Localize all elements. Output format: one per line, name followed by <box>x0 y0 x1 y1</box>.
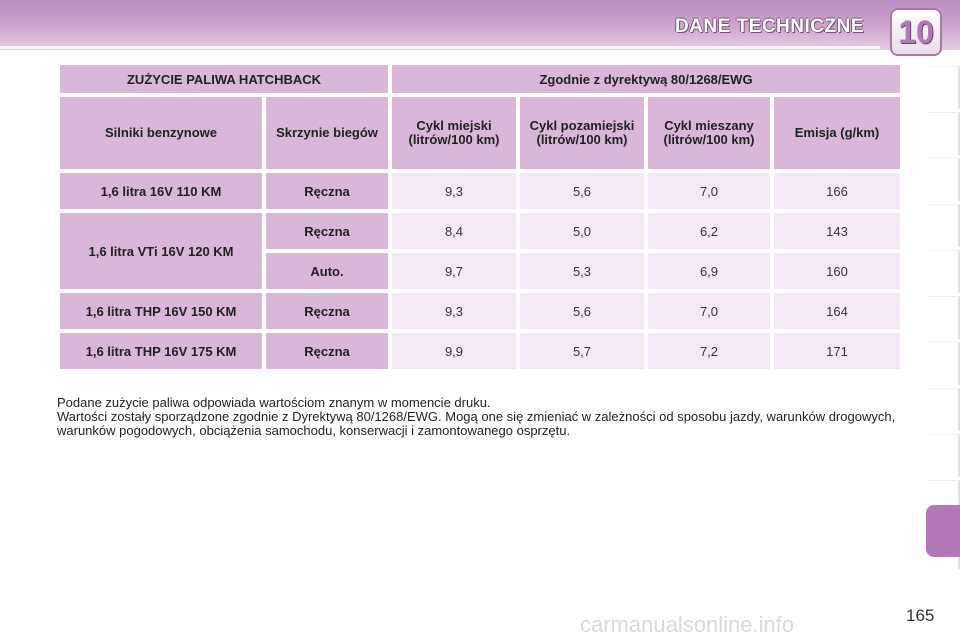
table-title-row: ZUŻYCIE PALIWA HATCHBACK Zgodnie z dyrek… <box>60 65 901 93</box>
note-line: Podane zużycie paliwa odpowiada wartości… <box>57 395 491 410</box>
page-number: 165 <box>906 606 935 625</box>
chapter-tab[interactable] <box>928 480 960 523</box>
column-header-gearbox: Skrzynie biegów <box>266 97 388 169</box>
combined-cell: 6,9 <box>648 253 770 289</box>
column-header-emission: Emisja (g/km) <box>774 97 901 169</box>
gearbox-cell: Auto. <box>266 253 388 289</box>
table-row: 1,6 litra THP 16V 175 KM Ręczna 9,9 5,7 … <box>60 333 901 369</box>
section-title: DANE TECHNICZNE <box>674 16 864 37</box>
watermark: carmanualsonline.info <box>580 612 795 637</box>
gearbox-cell: Ręczna <box>266 173 388 209</box>
urban-cell: 9,3 <box>392 173 516 209</box>
emission-cell: 160 <box>774 253 901 289</box>
chapter-tab[interactable] <box>928 204 960 247</box>
active-chapter-tab[interactable] <box>926 505 960 557</box>
engine-cell: 1,6 litra 16V 110 KM <box>60 173 262 209</box>
extra-urban-cell: 5,6 <box>520 173 644 209</box>
gearbox-cell: Ręczna <box>266 213 388 249</box>
combined-cell: 7,0 <box>648 173 770 209</box>
column-header-combined: Cykl mieszany (litrów/100 km) <box>648 97 770 169</box>
extra-urban-cell: 5,3 <box>520 253 644 289</box>
extra-urban-cell: 5,7 <box>520 333 644 369</box>
table-row: 1,6 litra THP 16V 150 KM Ręczna 9,3 5,6 … <box>60 293 901 329</box>
emission-cell: 171 <box>774 333 901 369</box>
combined-cell: 7,2 <box>648 333 770 369</box>
combined-cell: 6,2 <box>648 213 770 249</box>
header-divider <box>0 46 880 49</box>
engine-cell: 1,6 litra THP 16V 175 KM <box>60 333 262 369</box>
footnotes: Podane zużycie paliwa odpowiada wartości… <box>57 396 907 438</box>
chapter-tab[interactable] <box>928 66 960 109</box>
chapter-tab[interactable] <box>928 434 960 477</box>
header-banner <box>0 0 960 50</box>
column-header-engine: Silniki benzynowe <box>60 97 262 169</box>
column-header-urban: Cykl miejski (litrów/100 km) <box>392 97 516 169</box>
table-header-row: Silniki benzynowe Skrzynie biegów Cykl m… <box>60 97 901 169</box>
combined-cell: 7,0 <box>648 293 770 329</box>
urban-cell: 9,7 <box>392 253 516 289</box>
chapter-tab[interactable] <box>928 158 960 201</box>
chapter-tab[interactable] <box>928 250 960 293</box>
column-header-extra-urban: Cykl pozamiejski (litrów/100 km) <box>520 97 644 169</box>
table-row: 1,6 litra VTi 16V 120 KM Ręczna 8,4 5,0 … <box>60 213 901 289</box>
urban-cell: 9,9 <box>392 333 516 369</box>
chapter-number: 10 <box>898 13 934 50</box>
note-line: Wartości zostały sporządzone zgodnie z D… <box>57 409 896 438</box>
emission-cell: 166 <box>774 173 901 209</box>
engine-cell: 1,6 litra VTi 16V 120 KM <box>60 213 262 289</box>
emission-cell: 143 <box>774 213 901 249</box>
table-row: Auto. 9,7 5,3 6,9 160 <box>60 253 901 289</box>
emission-cell: 164 <box>774 293 901 329</box>
chapter-tab[interactable] <box>928 342 960 385</box>
extra-urban-cell: 5,6 <box>520 293 644 329</box>
fuel-consumption-table: ZUŻYCIE PALIWA HATCHBACK Zgodnie z dyrek… <box>56 61 904 373</box>
engine-cell: 1,6 litra THP 16V 150 KM <box>60 293 262 329</box>
urban-cell: 8,4 <box>392 213 516 249</box>
chapter-badge: 10 <box>892 10 940 54</box>
table-title: ZUŻYCIE PALIWA HATCHBACK <box>60 65 388 93</box>
urban-cell: 9,3 <box>392 293 516 329</box>
gearbox-cell: Ręczna <box>266 293 388 329</box>
table-row: 1,6 litra 16V 110 KM Ręczna 9,3 5,6 7,0 … <box>60 173 901 209</box>
extra-urban-cell: 5,0 <box>520 213 644 249</box>
gearbox-cell: Ręczna <box>266 333 388 369</box>
chapter-tab[interactable] <box>928 296 960 339</box>
chapter-tab-strip <box>926 66 960 576</box>
table-directive: Zgodnie z dyrektywą 80/1268/EWG <box>392 65 901 93</box>
chapter-tab[interactable] <box>928 112 960 155</box>
chapter-tab[interactable] <box>928 388 960 431</box>
